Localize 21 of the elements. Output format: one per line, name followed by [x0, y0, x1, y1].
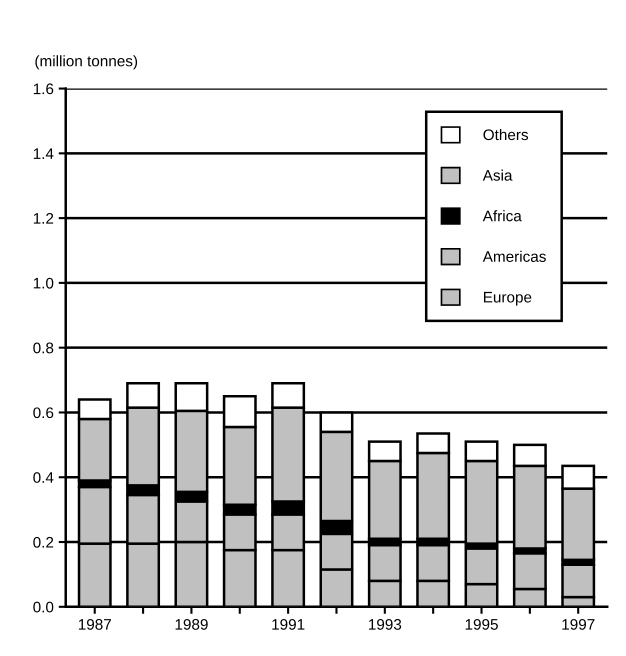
y-tick-label: 1.4: [34, 148, 54, 159]
y-tick-label: 0.0: [33, 602, 54, 612]
x-tick-label: 1995: [466, 619, 498, 630]
y-tick-label: 1.0: [34, 278, 54, 289]
legend-label: Others: [483, 128, 528, 140]
x-tick-label: 1991: [272, 619, 304, 630]
legend-label: Americas: [482, 250, 546, 262]
legend-label: Europe: [484, 292, 532, 306]
y-tick-label: 0.4: [33, 472, 54, 483]
x-tick-label: 1989: [176, 619, 208, 630]
x-tick-label: 1987: [78, 619, 111, 630]
x-tick-label: 1993: [368, 619, 402, 630]
y-tick-label: 0.2: [33, 536, 54, 548]
x-tick-label: 1997: [562, 619, 594, 630]
y-tick-label: 1.2: [34, 212, 54, 224]
y-tick-label: 1.6: [34, 83, 54, 94]
y-tick-label: 0.6: [33, 407, 54, 418]
legend-label: Africa: [482, 210, 522, 222]
legend-label: Asia: [482, 170, 512, 181]
y-tick-label: 0.8: [33, 342, 54, 354]
y-axis-title: (million tonnes): [35, 55, 138, 70]
